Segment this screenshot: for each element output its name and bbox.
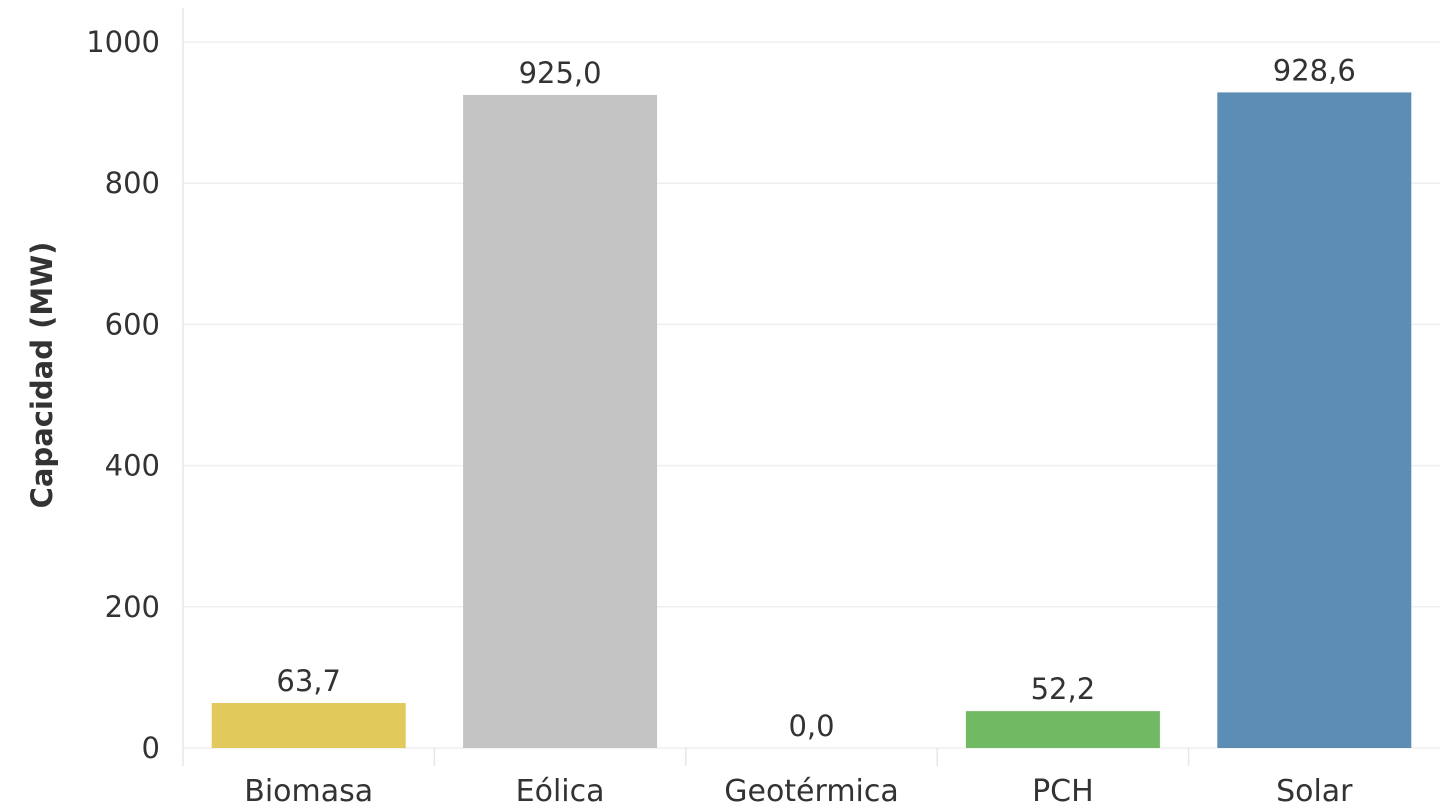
- category-separators: [182, 8, 1190, 766]
- data-label: 928,6: [1273, 53, 1356, 87]
- x-axis-categories: Biomasa Eólica Geotérmica PCH Solar: [244, 774, 1353, 809]
- bars: [211, 92, 1412, 749]
- bar: [463, 94, 658, 748]
- y-tick-label: 600: [105, 307, 160, 341]
- x-tick-label: PCH: [1032, 774, 1094, 809]
- x-tick-label: Geotérmica: [724, 774, 899, 809]
- bar: [1217, 92, 1412, 749]
- y-axis-ticks: 0 200 400 600 800 1000: [86, 25, 160, 765]
- data-label: 63,7: [276, 664, 341, 698]
- y-tick-label: 400: [105, 449, 160, 483]
- x-tick-label: Solar: [1276, 774, 1353, 809]
- data-label: 0,0: [788, 709, 834, 743]
- bar: [211, 703, 406, 748]
- data-labels: 63,7 925,0 0,0 52,2 928,6: [276, 53, 1355, 743]
- bar: [965, 711, 1160, 748]
- y-tick-label: 1000: [86, 25, 160, 59]
- data-label: 52,2: [1031, 672, 1096, 706]
- y-tick-label: 800: [105, 166, 160, 200]
- x-tick-label: Eólica: [516, 774, 605, 809]
- y-axis-title: Capacidad (MW): [25, 242, 59, 509]
- x-tick-label: Biomasa: [244, 774, 373, 809]
- y-tick-label: 0: [142, 731, 160, 765]
- data-label: 925,0: [519, 56, 602, 90]
- y-tick-label: 200: [105, 590, 160, 624]
